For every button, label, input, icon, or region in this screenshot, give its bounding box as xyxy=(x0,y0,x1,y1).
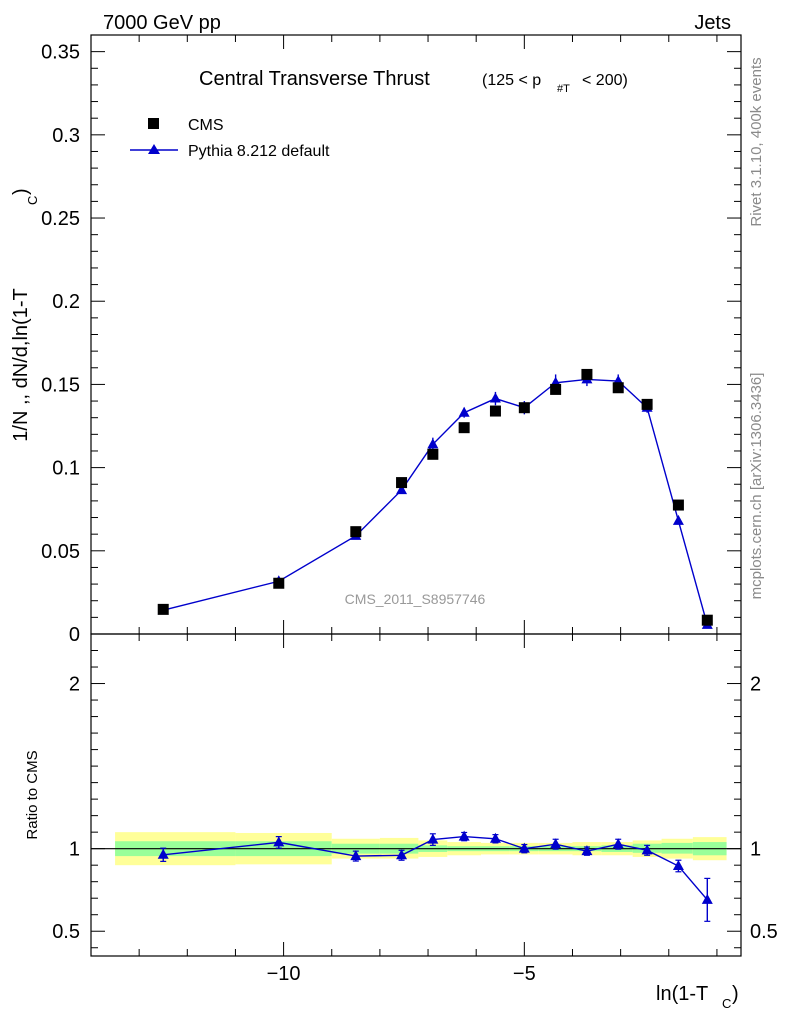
cms-point-main xyxy=(273,577,285,589)
mc-point-ratio xyxy=(672,860,684,871)
mc-line-ratio xyxy=(163,835,708,901)
mc-point-ratio xyxy=(350,850,362,861)
mc-point-ratio xyxy=(273,836,285,847)
plot-frames xyxy=(90,34,742,957)
side-text-rivet: Rivet 3.1.10, 400k events xyxy=(748,57,765,226)
x-axis-label-end: ) xyxy=(732,983,739,1005)
mc-point-main xyxy=(427,438,439,449)
legend-label-pythia: Pythia 8.212 default xyxy=(188,143,330,160)
mc-point-ratio xyxy=(427,833,439,844)
y-tick-label-main: 0.3 xyxy=(52,125,80,147)
y-tick-label-main: 0.05 xyxy=(41,541,80,563)
mc-point-ratio xyxy=(701,893,713,904)
mc-point-main xyxy=(489,392,501,403)
ratio-bands xyxy=(91,832,741,866)
cms-point-main xyxy=(701,614,713,626)
mc-point-main xyxy=(396,484,408,495)
cms-point-main xyxy=(427,448,439,460)
cms-point-main xyxy=(581,368,593,380)
y-tick-label-main: 0.1 xyxy=(52,458,80,480)
header-right: Jets xyxy=(694,12,731,34)
mc-point-main xyxy=(458,406,470,417)
y-tick-label-main: 0.35 xyxy=(41,42,80,64)
cms-point-main xyxy=(350,526,362,538)
chart-title-range-right: < 200) xyxy=(582,72,628,89)
x-axis-label: ln(1-T xyxy=(656,983,708,1005)
cms-point-main xyxy=(157,603,169,615)
y-tick-label-ratio-left: 2 xyxy=(69,674,80,696)
axis-ticks xyxy=(90,34,741,956)
side-text-mcplots-label: mcplots.cern.ch [arXiv:1306.3436] xyxy=(748,373,765,600)
y-tick-label-main: 0.15 xyxy=(41,374,80,396)
mc-point-ratio xyxy=(489,832,501,843)
legend-marker-pythia xyxy=(148,144,160,154)
y-axis-label-main-end: ) xyxy=(10,188,32,195)
y-tick-label-ratio-right: 0.5 xyxy=(750,921,778,943)
x-tick-label: −10 xyxy=(267,963,301,985)
data-series xyxy=(157,368,713,626)
x-axis-label-sub: C xyxy=(722,996,731,1011)
chart-title: Central Transverse Thrust xyxy=(199,68,430,90)
mc-point-ratio xyxy=(612,838,624,849)
y-axis-label-main-text: 1/N ,, dN/d,ln(1-T xyxy=(10,288,32,441)
y-tick-label-ratio-left: 0.5 xyxy=(52,921,80,943)
mc-point-ratio xyxy=(641,844,653,855)
mc-point-ratio xyxy=(518,842,530,853)
y-tick-label-ratio-right: 2 xyxy=(750,674,761,696)
mc-point-main xyxy=(672,514,684,525)
side-text-mcplots: mcplots.cern.ch [arXiv:1306.3436] xyxy=(748,373,765,600)
mc-line-main xyxy=(163,378,708,626)
y-tick-label-main: 0.2 xyxy=(52,291,80,313)
y-axis-label-ratio: Ratio to CMS xyxy=(24,750,41,839)
y-tick-label-main: 0 xyxy=(69,624,80,646)
mc-point-ratio xyxy=(157,848,169,859)
legend-marker-cms xyxy=(148,118,159,129)
side-text-rivet-label: Rivet 3.1.10, 400k events xyxy=(748,57,765,226)
y-axis-label-ratio-text: Ratio to CMS xyxy=(24,750,41,839)
cms-point-main xyxy=(489,405,501,417)
y-axis-label-main: 1/N ,, dN/d,ln(1-T C ) xyxy=(10,188,40,441)
chart-title-range-sub: #T xyxy=(557,83,570,95)
axis-tick-labels: −10 −5 0 0.05 0.1 0.15 0.2 0.25 0.3 0.35 0.5 0.5 1 1 2… xyxy=(41,42,778,985)
cms-point-main xyxy=(550,383,562,395)
mc-point-ratio xyxy=(458,830,470,841)
cms-point-main xyxy=(672,499,684,511)
y-tick-label-ratio-left: 1 xyxy=(69,839,80,861)
y-tick-label-ratio-right: 1 xyxy=(750,839,761,861)
x-tick-label: −5 xyxy=(513,963,536,985)
y-axis-label-main-sub: C xyxy=(25,196,40,205)
cms-point-main xyxy=(518,402,530,414)
ratio-panel-frame xyxy=(90,633,742,957)
cms-point-main xyxy=(612,382,624,394)
mc-point-ratio xyxy=(550,838,562,849)
cms-point-main xyxy=(458,422,470,434)
mc-point-ratio xyxy=(581,845,593,856)
cms-point-main xyxy=(641,398,653,410)
legend-label-cms: CMS xyxy=(188,117,224,134)
header-left: 7000 GeV pp xyxy=(103,12,221,34)
mc-point-ratio xyxy=(396,849,408,860)
y-tick-label-main: 0.25 xyxy=(41,208,80,230)
analysis-tag: CMS_2011_S8957746 xyxy=(345,591,486,607)
cms-point-main xyxy=(396,477,408,489)
chart-title-range-left: (125 < p xyxy=(482,72,541,89)
